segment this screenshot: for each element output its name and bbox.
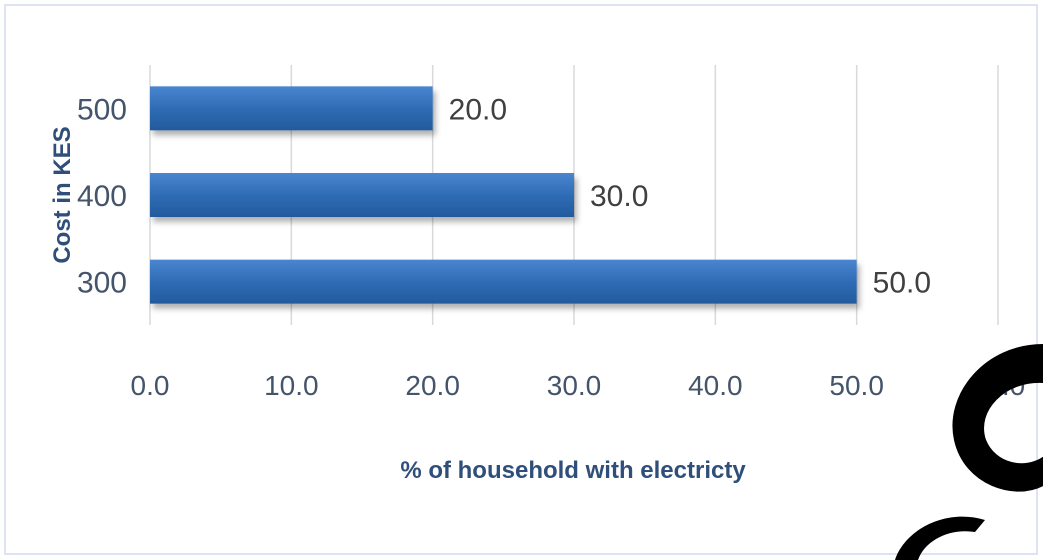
category-label: 500 <box>77 93 127 126</box>
x-tick-label: 0.0 <box>131 370 170 401</box>
x-tick-label: 50.0 <box>829 370 884 401</box>
x-tick-labels: 0.010.020.030.040.050.060.0 <box>131 370 1026 401</box>
bar <box>150 86 433 131</box>
x-tick-label: 40.0 <box>688 370 743 401</box>
data-label: 50.0 <box>873 267 931 300</box>
data-label: 20.0 <box>449 93 507 126</box>
category-labels: 500 400 300 <box>77 93 127 299</box>
bar <box>150 173 574 217</box>
category-label: 300 <box>77 267 127 300</box>
x-tick-label: 20.0 <box>405 370 460 401</box>
x-tick-label: 10.0 <box>264 370 319 401</box>
data-label: 30.0 <box>590 180 648 213</box>
bar <box>150 259 857 304</box>
bars <box>150 86 857 304</box>
watermark-graphic <box>895 343 1043 560</box>
category-label: 400 <box>77 180 127 213</box>
x-axis-title: % of household with electricty <box>400 457 746 484</box>
x-tick-label: 30.0 <box>547 370 602 401</box>
data-labels: 20.0 30.0 50.0 <box>449 93 931 299</box>
y-axis-title: Cost in KES <box>49 126 76 263</box>
